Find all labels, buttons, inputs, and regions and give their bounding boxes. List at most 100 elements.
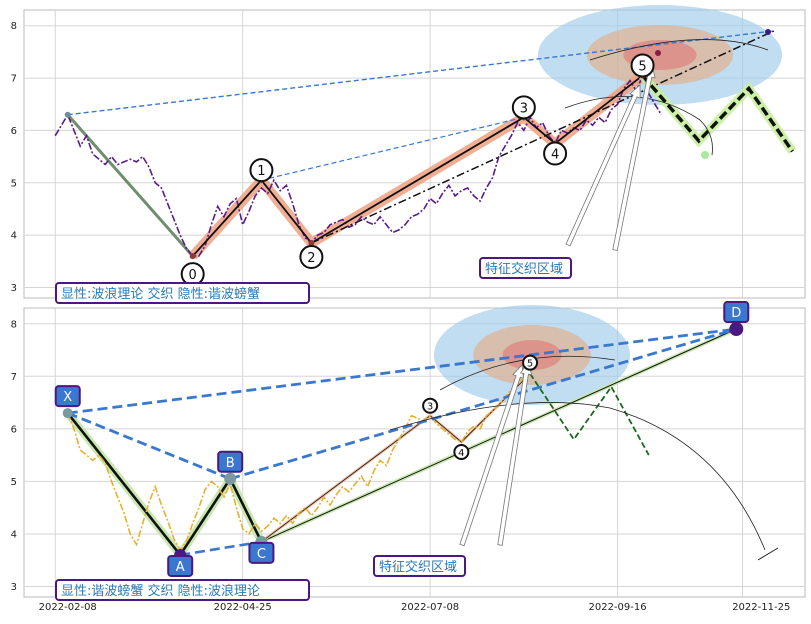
y-tick-label-1-3: 6: [11, 424, 17, 435]
p2-harmonic-label-B: B: [217, 450, 244, 473]
p2-harmonic-label-A-box: [167, 554, 194, 577]
y-tick-label-1-4: 7: [11, 372, 17, 383]
p1-wave-label-1-ring: [249, 158, 274, 183]
p1-arc-lower: [564, 96, 713, 156]
p2-wave-label-3: 3: [422, 397, 439, 414]
p1-wave-label-5-text: 5: [638, 59, 646, 74]
p1-wave-label-4-ring: [543, 141, 568, 166]
p1-wave-dot-2: [308, 240, 315, 247]
p2-wave-label-4: 4: [453, 443, 470, 460]
p2-arc-end: [757, 547, 779, 561]
p2-caption-text: 显性:谐波螃蟹 交织 隐性:波浪理论: [61, 583, 260, 599]
p1-projection-dot: [701, 151, 709, 159]
p2-harmonic-label-D-text: D: [731, 306, 741, 321]
p1-wave-label-2: 2: [299, 245, 324, 270]
p1-1-3-dashed-line: [261, 116, 524, 181]
p2-zone-label-text: 特征交织区域: [379, 559, 457, 575]
p2-harmonic-label-D-box: [723, 301, 750, 324]
p1-zone-label-box: [479, 257, 572, 279]
p2-harmonic-label-A: A: [167, 554, 194, 577]
p1-price-series: [54, 73, 662, 257]
p2-wave-label-4-ring: [453, 443, 470, 460]
x-tick-label-3: 2022-09-16: [588, 602, 646, 613]
p2-leg-0: [66, 412, 182, 556]
y-tick-label-1-5: 8: [11, 319, 17, 330]
p2-harmonic-label-C-box: [248, 541, 275, 564]
y-tick-label-0-3: 6: [11, 126, 17, 137]
p2-zone-label: 特征交织区域: [373, 555, 466, 577]
p1-end-dot: [765, 29, 771, 35]
y-tick-label-1-2: 5: [11, 477, 17, 488]
p1-channel-line: [311, 30, 775, 244]
p1-xa-leg: [66, 113, 194, 258]
p2-d-dot: [729, 322, 744, 337]
p2-harmonic-label-X-text: X: [63, 390, 72, 405]
y-tick-label-1-0: 3: [11, 582, 17, 593]
p2-harmonic-label-A-text: A: [176, 560, 185, 575]
y-tick-label-0-5: 8: [11, 21, 17, 32]
p2-wave-label-3-ring: [422, 397, 439, 414]
p1-wave-label-0: 0: [180, 262, 205, 287]
x-tick-label-0: 2022-02-08: [39, 602, 97, 613]
p2-wave-label-3-text: 3: [427, 402, 433, 413]
p1-wave-label-3-text: 3: [520, 101, 528, 116]
p1-wave-label-0-text: 0: [189, 268, 197, 283]
p1-arc-upper: [589, 39, 769, 61]
p1-arrow-1: [565, 84, 641, 247]
p1-xd-dashed-line: [67, 30, 774, 116]
p1-wave-label-5: 5: [630, 53, 655, 78]
p1-wave-label-4-text: 4: [551, 147, 559, 162]
p1-zone-label-text: 特征交织区域: [485, 261, 563, 277]
p2-b-dot: [224, 472, 237, 485]
p2-x-dot: [62, 408, 73, 419]
p1-caption-text: 显性:波浪理论 交织 隐性:谐波螃蟹: [61, 286, 260, 302]
p1-wave-line: [192, 74, 644, 257]
p1-wave-label-2-text: 2: [307, 251, 315, 266]
p2-caption: 显性:谐波螃蟹 交织 隐性:波浪理论: [55, 579, 310, 601]
p1-wave-label-3: 3: [511, 95, 536, 120]
p2-leg-1: [179, 478, 232, 556]
p2-wave-label-5-ring: [522, 354, 539, 371]
p2-wave-label-5: 5: [522, 354, 539, 371]
p2-harmonic-label-B-text: B: [226, 456, 235, 471]
p2-zone-label-box: [373, 555, 466, 577]
p1-wave-label-4: 4: [543, 141, 568, 166]
p1-zone-label: 特征交织区域: [479, 257, 572, 279]
y-tick-label-0-2: 5: [11, 178, 17, 189]
p1-projection-line: [641, 74, 794, 153]
p2-harmonic-label-X-box: [54, 385, 81, 408]
p2-harmonic-label-B-box: [217, 450, 244, 473]
p1-wave-label-3-ring: [511, 95, 536, 120]
p2-projection-line: [529, 373, 650, 456]
p2-wave-label-5-text: 5: [527, 358, 533, 369]
p2-harmonic-label-X: X: [54, 385, 81, 408]
p2-wave-label-4-text: 4: [458, 448, 464, 459]
p1-wave-dot-0: [189, 253, 196, 260]
p2-harmonic-label-C: C: [248, 541, 275, 564]
y-tick-label-1-1: 4: [11, 529, 17, 540]
p1-wave-label-1-text: 1: [257, 164, 265, 179]
p1-caption: 显性:波浪理论 交织 隐性:谐波螃蟹: [55, 282, 310, 304]
y-tick-label-0-1: 4: [11, 231, 17, 242]
p1-target-dot: [655, 50, 661, 56]
p2-harmonic-label-C-text: C: [257, 547, 266, 562]
p1-start-dot: [64, 111, 71, 118]
p2-arc: [389, 402, 766, 551]
p1-wave-label-1: 1: [249, 158, 274, 183]
p2-caption-box: [55, 579, 310, 601]
p2-price-series: [66, 373, 531, 552]
p2-arrow-1: [459, 364, 524, 547]
p1-wave-label-2-ring: [299, 245, 324, 270]
y-tick-label-0-0: 3: [11, 283, 17, 294]
p2-xd-dashed-line: [67, 327, 737, 415]
p1-caption-box: [55, 282, 310, 304]
p2-harmonic-label-D: D: [723, 301, 750, 324]
x-tick-label-2: 2022-07-08: [401, 602, 459, 613]
p2-leg-2: [229, 478, 263, 543]
p1-wave-label-5-ring: [630, 53, 655, 78]
x-tick-label-4: 2022-11-25: [732, 602, 790, 613]
p2-bd-dashed-line: [229, 327, 737, 481]
y-tick-label-0-4: 7: [11, 74, 17, 85]
